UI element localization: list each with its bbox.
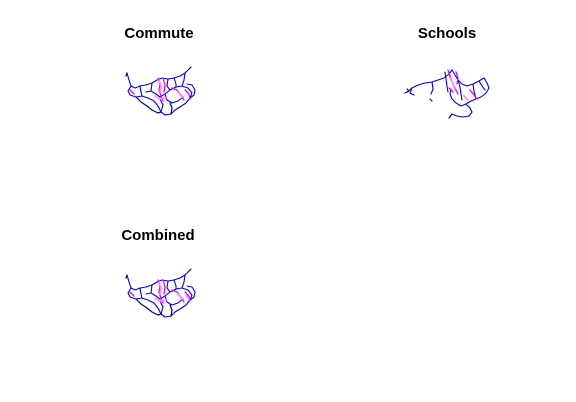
schools-network-map	[404, 69, 490, 119]
commute-network-highlight-light	[154, 79, 183, 100]
panel-title-commute: Commute	[124, 25, 194, 42]
schools-network-dark	[404, 88, 453, 119]
combined-network-map	[125, 268, 196, 318]
schools-network-highlight-light	[449, 77, 469, 101]
panel-title-schools: Schools	[417, 25, 477, 42]
commute-network-dark	[125, 66, 192, 115]
combined-network-base	[126, 270, 196, 318]
combined-network-dark	[125, 268, 192, 317]
commute-network-map	[125, 66, 196, 116]
commute-network-base	[126, 68, 196, 116]
panel-title-combined: Combined	[121, 227, 195, 244]
schools-network-base	[406, 69, 490, 118]
combined-network-highlight-light	[154, 281, 190, 302]
